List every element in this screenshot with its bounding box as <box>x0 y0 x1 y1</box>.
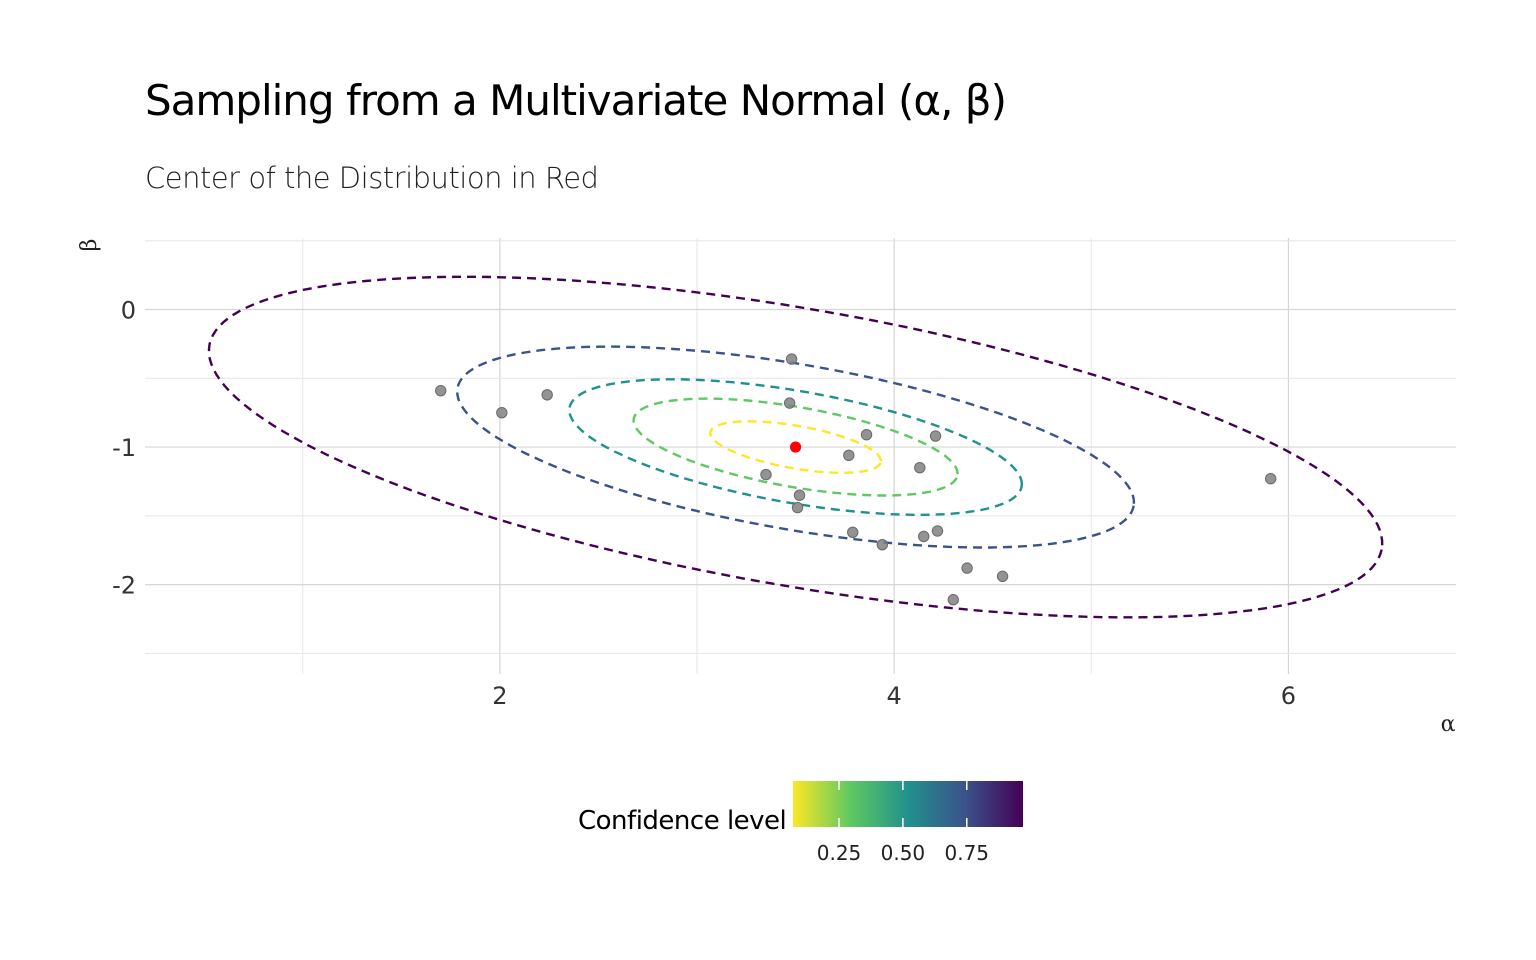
sample-point <box>541 389 553 401</box>
x-tick-label: 4 <box>887 682 902 710</box>
sample-point <box>876 539 889 551</box>
y-tick-label: -2 <box>112 572 136 600</box>
legend-tick-label: 0.25 <box>816 841 862 865</box>
x-tick-label: 6 <box>1281 682 1296 710</box>
confidence-ellipse <box>568 378 1023 516</box>
confidence-ellipse <box>455 345 1136 549</box>
legend-ticks <box>838 781 968 827</box>
sample-point <box>760 468 772 481</box>
sample-points <box>435 353 1277 606</box>
legend-title: Confidence level <box>578 806 787 836</box>
sample-point <box>783 397 796 409</box>
grid-lines <box>145 238 1456 674</box>
y-axis-label: β <box>77 239 102 252</box>
legend-colorbar-fill <box>793 781 1023 827</box>
legend-colorbar <box>793 781 1023 827</box>
center-point <box>789 441 802 453</box>
chart-subtitle: Center of the Distribution in Red <box>145 161 599 195</box>
sample-point <box>996 570 1009 583</box>
legend-tick-label: 0.75 <box>944 841 990 865</box>
legend-tick-label: 0.50 <box>880 841 926 865</box>
confidence-ellipse <box>207 275 1384 619</box>
sample-point <box>918 530 930 543</box>
sample-point <box>793 489 806 501</box>
y-tick-label: -1 <box>112 434 136 462</box>
confidence-ellipse <box>709 420 883 474</box>
sample-point <box>847 526 859 539</box>
sample-point <box>961 562 973 574</box>
sample-point <box>947 594 959 606</box>
sample-point <box>860 428 873 441</box>
sample-point <box>843 449 855 462</box>
sample-point <box>931 525 944 537</box>
sample-point <box>791 501 804 514</box>
x-tick-label: 2 <box>492 682 507 710</box>
sample-point <box>785 353 798 365</box>
sample-point <box>496 406 508 419</box>
axis-tick-labels: 2 4 6 0 -1 -2 <box>112 297 1296 710</box>
sample-point <box>1264 472 1277 485</box>
sample-point <box>914 461 926 474</box>
x-axis-label: α <box>1441 712 1456 737</box>
confidence-ellipse <box>632 397 959 497</box>
chart-title: Sampling from a Multivariate Normal (α, … <box>145 76 1007 125</box>
y-tick-label: 0 <box>121 297 136 325</box>
sample-point <box>435 384 447 397</box>
confidence-ellipses <box>207 275 1384 619</box>
sample-point <box>929 430 942 442</box>
